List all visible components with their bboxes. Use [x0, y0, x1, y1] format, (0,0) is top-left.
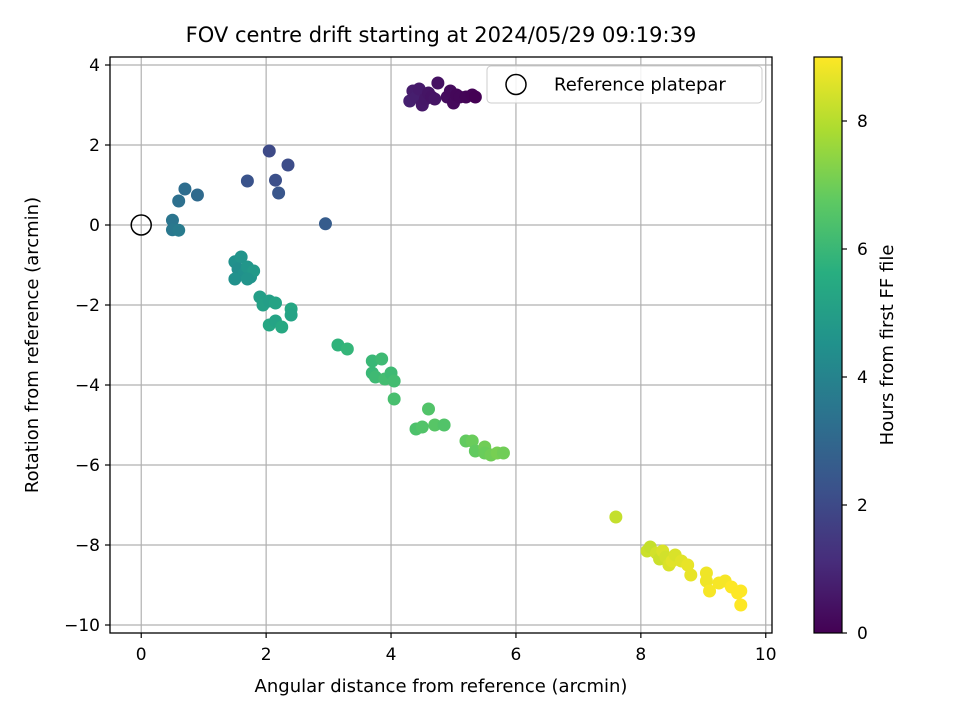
data-point [681, 558, 695, 572]
legend-box [486, 65, 763, 104]
data-point [165, 213, 179, 227]
y-tick-label: −2 [75, 296, 100, 316]
x-tick-label: 4 [386, 645, 397, 665]
data-point [172, 194, 186, 208]
x-tick-label: 10 [755, 645, 777, 665]
y-tick-label: 2 [89, 136, 100, 156]
colorbar [813, 56, 843, 634]
reference-marker-layer [130, 214, 152, 236]
legend-label: Reference platepar [554, 75, 726, 96]
data-point [428, 418, 442, 432]
data-point [340, 342, 354, 356]
x-tick-label: 8 [635, 645, 646, 665]
y-tick-label: 4 [89, 56, 100, 76]
data-point [269, 296, 282, 310]
data-point [422, 402, 436, 416]
data-point [684, 568, 698, 582]
legend-open-circle-marker [505, 73, 527, 96]
data-point [375, 352, 389, 366]
colorbar-tick-label: 2 [857, 496, 868, 516]
y-tick-label: −4 [75, 376, 100, 396]
data-point [468, 90, 482, 104]
data-points [165, 76, 748, 612]
colorbar-tick-label: 4 [857, 368, 868, 388]
data-point [734, 584, 748, 598]
data-point [172, 223, 186, 237]
colorbar-tick-label: 6 [857, 240, 868, 260]
y-axis-ticks: −10 −8 −6 −4 −2 0 2 4 [64, 56, 110, 636]
data-point [703, 584, 717, 598]
data-point [387, 374, 401, 388]
data-point [415, 420, 429, 434]
x-axis-ticks: 0 2 4 6 8 10 [136, 633, 777, 665]
data-point [275, 320, 289, 334]
data-point [190, 188, 204, 202]
y-tick-label: 0 [89, 216, 100, 236]
data-point [431, 76, 445, 90]
x-axis-label: Angular distance from reference (arcmin) [255, 676, 628, 697]
grid-lines [110, 57, 772, 633]
legend: Reference platepar [486, 65, 763, 104]
colorbar-tick-label: 8 [857, 112, 868, 132]
colorbar-tick-label: 0 [857, 624, 868, 644]
data-point [437, 418, 451, 432]
data-point [465, 434, 479, 448]
data-point [609, 510, 623, 524]
data-point [284, 308, 298, 322]
data-point [262, 144, 276, 158]
colorbar-label: Hours from first FF file [877, 245, 898, 446]
data-point [272, 186, 286, 200]
y-axis-label: Rotation from reference (arcmin) [22, 197, 43, 493]
data-point [281, 158, 295, 172]
y-tick-label: −10 [64, 616, 100, 636]
data-point [240, 272, 254, 286]
data-point [734, 598, 748, 612]
x-tick-label: 0 [136, 645, 147, 665]
data-point [699, 574, 713, 588]
y-tick-label: −6 [75, 456, 100, 476]
chart-title: FOV centre drift starting at 2024/05/29 … [186, 23, 697, 47]
data-point [178, 182, 192, 196]
data-point [318, 217, 332, 231]
data-point [387, 392, 401, 406]
data-point [496, 446, 510, 460]
y-tick-label: −8 [75, 536, 100, 556]
reference-platepar-marker [130, 214, 152, 236]
data-point [240, 174, 254, 188]
data-point [428, 92, 442, 106]
x-tick-label: 6 [511, 645, 522, 665]
plot-frame [109, 56, 773, 634]
data-point [228, 272, 242, 286]
data-point [269, 173, 282, 187]
data-point [234, 250, 248, 264]
x-tick-label: 2 [261, 645, 272, 665]
colorbar-ticks: 0 2 4 6 8 [842, 112, 868, 644]
